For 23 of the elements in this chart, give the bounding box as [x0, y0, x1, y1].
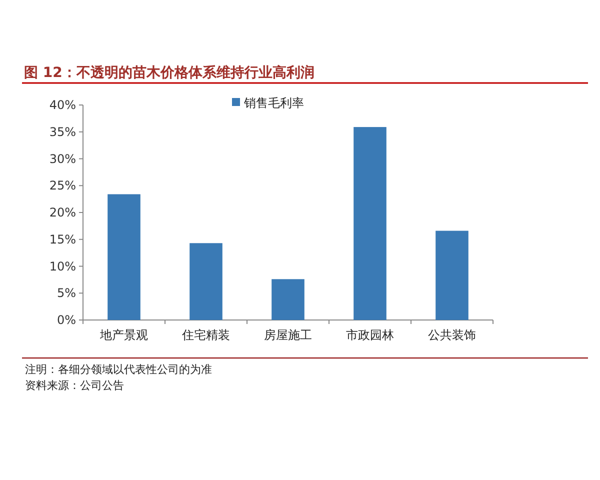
- legend-label: 销售毛利率: [243, 96, 304, 110]
- bar: [108, 194, 140, 320]
- y-tick-label: 5%: [56, 286, 76, 300]
- chart-title: 图 12：不透明的苗木价格体系维持行业高利润: [24, 64, 314, 81]
- x-tick-label: 市政园林: [346, 328, 394, 342]
- text: 注明：各细分领域以代表性公司的为准: [25, 363, 212, 376]
- bar: [272, 279, 304, 320]
- bar: [436, 230, 468, 320]
- bar: [354, 127, 386, 320]
- x-tick-label: 公共装饰: [428, 328, 476, 342]
- text: 资料来源：公司公告: [25, 379, 124, 392]
- x-tick-label: 地产景观: [99, 328, 148, 342]
- y-tick-label: 20%: [49, 206, 76, 220]
- y-tick-label: 25%: [49, 178, 76, 193]
- y-tick-label: 30%: [49, 152, 76, 166]
- x-tick-label: 房屋施工: [264, 328, 312, 342]
- y-tick-label: 10%: [49, 259, 76, 274]
- y-tick-label: 15%: [49, 232, 76, 246]
- y-tick-label: 40%: [49, 98, 76, 112]
- bar: [190, 243, 222, 320]
- y-tick-label: 0%: [56, 313, 76, 327]
- x-tick-label: 住宅精装: [181, 328, 230, 342]
- y-tick-label: 35%: [49, 124, 76, 139]
